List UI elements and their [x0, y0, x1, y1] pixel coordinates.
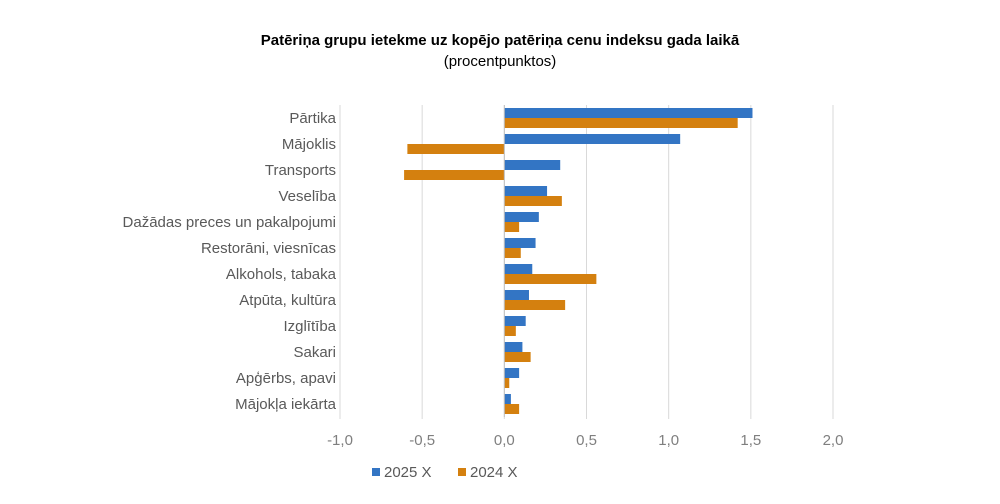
bar-2024: [504, 378, 510, 388]
x-tick-label: 2,0: [823, 432, 844, 449]
bar-2024: [504, 326, 516, 336]
category-label: Izglītība: [283, 318, 336, 335]
bar-2024: [504, 300, 566, 310]
bar-2024: [504, 404, 520, 414]
category-label: Mājoklis: [282, 136, 336, 153]
bar-2024: [407, 144, 505, 154]
bar-2025: [504, 368, 520, 378]
category-label: Apģērbs, apavi: [236, 370, 336, 387]
bar-2024: [504, 118, 738, 128]
bar-2025: [504, 212, 539, 222]
x-tick-label: -0,5: [409, 432, 435, 449]
legend-label: 2025 X: [384, 464, 432, 481]
category-label: Veselība: [278, 188, 336, 205]
legend-swatch: [372, 468, 380, 476]
bar-2025: [504, 134, 681, 144]
category-label: Sakari: [293, 344, 336, 361]
bar-2025: [504, 186, 548, 196]
bar-2024: [504, 352, 531, 362]
category-label: Pārtika: [289, 110, 336, 127]
bar-2025: [504, 264, 533, 274]
bar-2024: [504, 196, 562, 206]
bar-2024: [504, 248, 521, 258]
x-tick-label: 0,0: [494, 432, 515, 449]
bar-2024: [504, 274, 597, 284]
x-tick-label: 1,0: [658, 432, 679, 449]
category-label: Atpūta, kultūra: [239, 292, 336, 309]
chart-subtitle: (procentpunktos): [443, 53, 557, 70]
x-tick-label: -1,0: [327, 432, 353, 449]
bar-2025: [504, 316, 526, 326]
category-label: Mājokļa iekārta: [235, 396, 337, 413]
bar-2025: [504, 238, 536, 248]
x-tick-label: 0,5: [576, 432, 597, 449]
category-label: Transports: [265, 162, 336, 179]
category-label: Restorāni, viesnīcas: [201, 240, 336, 257]
category-label: Dažādas preces un pakalpojumi: [123, 214, 336, 231]
bar-2024: [504, 222, 520, 232]
bar-2025: [504, 342, 523, 352]
bar-2025: [504, 160, 561, 170]
legend-swatch: [458, 468, 466, 476]
category-label: Alkohols, tabaka: [226, 266, 337, 283]
bar-2024: [404, 170, 505, 180]
legend-label: 2024 X: [470, 464, 518, 481]
bar-2025: [504, 108, 753, 118]
x-tick-label: 1,5: [740, 432, 761, 449]
chart-title: Patēriņa grupu ietekme uz kopējo patēriņ…: [260, 32, 740, 49]
bar-2025: [504, 290, 529, 300]
bar-2025: [504, 394, 511, 404]
